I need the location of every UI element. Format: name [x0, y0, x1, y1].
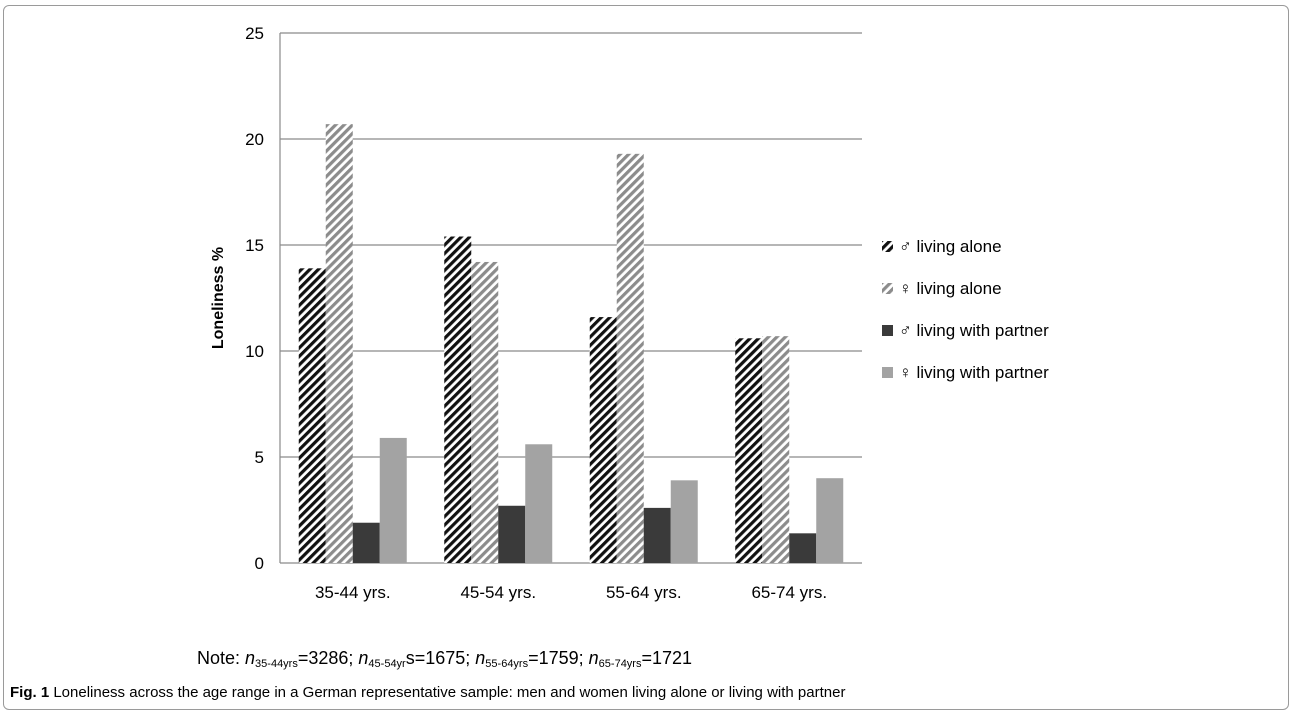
note-sub: 65-74yrs: [598, 658, 642, 670]
note-n: n: [358, 648, 369, 668]
note-value: =1759;: [528, 648, 589, 668]
y-tick-label: 25: [245, 24, 264, 43]
bar: [762, 336, 790, 563]
legend-label: ♀ living alone: [899, 279, 1002, 298]
note-prefix: Note:: [197, 648, 246, 668]
y-tick-label: 15: [245, 236, 264, 255]
bar: [589, 317, 617, 563]
note-value: s=1675;: [405, 648, 476, 668]
y-tick-label: 5: [255, 448, 264, 467]
bar: [670, 480, 698, 563]
bars: [298, 124, 844, 563]
legend-swatch: [882, 325, 893, 336]
y-tick-label: 10: [245, 342, 264, 361]
legend-swatch: [882, 241, 893, 252]
x-tick-label: 65-74 yrs.: [751, 583, 827, 602]
bar: [352, 522, 380, 563]
y-axis-label: Loneliness %: [210, 247, 227, 349]
bar: [789, 533, 817, 563]
bar: [735, 338, 763, 563]
x-tick-label: 55-64 yrs.: [606, 583, 682, 602]
bar: [643, 507, 671, 563]
note-n: n: [475, 648, 486, 668]
legend-label: ♀ living with partner: [899, 363, 1049, 382]
bar: [298, 268, 326, 563]
bar: [379, 437, 407, 563]
x-tick-label: 35-44 yrs.: [315, 583, 391, 602]
bar: [498, 505, 526, 563]
bar: [616, 153, 644, 563]
bar: [816, 478, 844, 563]
caption-text: Loneliness across the age range in a Ger…: [49, 684, 846, 701]
bar: [325, 124, 353, 563]
bar: [525, 444, 553, 563]
legend: ♂ living alone ♀ living alone ♂ living wit…: [882, 237, 1049, 382]
note-sub: 55-64yrs: [485, 658, 529, 670]
bar: [471, 261, 499, 563]
legend-swatch: [882, 283, 893, 294]
note-sub: 45-54yr: [368, 658, 406, 670]
note-n: n: [588, 648, 599, 668]
legend-swatch: [882, 367, 893, 378]
caption-label: Fig. 1: [10, 684, 50, 701]
y-tick-label: 20: [245, 130, 264, 149]
sample-size-note: Note: n35-44yrs=3286; n45-54yrs=1675; n5…: [197, 648, 692, 670]
bar-chart: 0 5 10 15 20 25 Loneliness % 35-44 yrs. 45-54 …: [210, 24, 1049, 602]
note-n: n: [245, 648, 256, 668]
x-tick-label: 45-54 yrs.: [460, 583, 536, 602]
note-value: =3286;: [297, 648, 359, 668]
y-tick-label: 0: [255, 554, 264, 573]
y-axis: 0 5 10 15 20 25: [245, 24, 264, 573]
legend-label: ♂ living alone: [899, 237, 1002, 256]
note-value: =1721: [641, 648, 693, 668]
note-sub: 35-44yrs: [255, 658, 298, 670]
figure-frame: [3, 5, 1289, 710]
bar: [444, 236, 472, 563]
legend-label: ♂ living with partner: [899, 321, 1049, 340]
figure-caption: Fig. 1 Loneliness across the age range i…: [10, 684, 845, 701]
x-axis: 35-44 yrs. 45-54 yrs. 55-64 yrs. 65-74 yrs.: [315, 583, 827, 602]
